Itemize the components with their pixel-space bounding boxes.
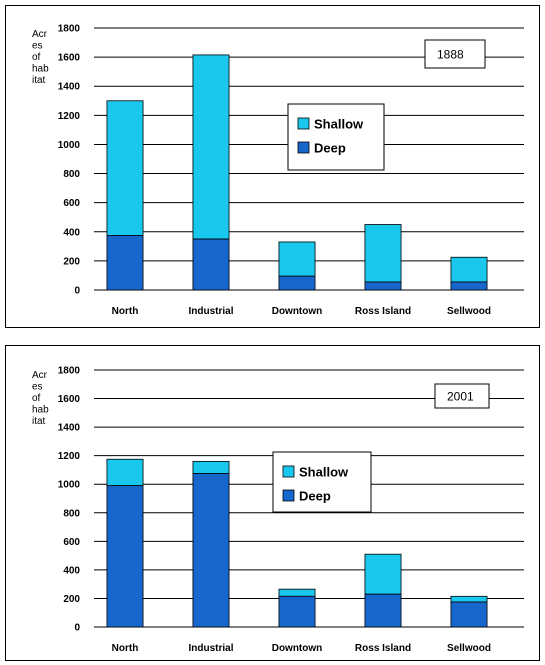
chart2-bar-shallow-industrial <box>192 460 230 474</box>
chart1-ylabel-line: itat <box>32 75 46 86</box>
chart1-bar-shallow-north <box>106 100 144 236</box>
chart2-bar-deep-north <box>106 485 144 628</box>
chart1-legend-label-deep: Deep <box>314 141 346 156</box>
chart2-xtick-label: Industrial <box>188 643 233 654</box>
chart-2001: 0 200 400 600 800 1000 1200 1400 1600 1800 Acresof… <box>32 366 524 654</box>
chart1-ytick-label: 400 <box>63 227 80 238</box>
chart2-year-box <box>434 383 490 409</box>
chart2-ylabel-line: es <box>32 382 43 393</box>
chart1-bar-shallow-ross-island <box>364 224 402 283</box>
chart1-xtick-label: Industrial <box>188 306 233 317</box>
chart2-xtick-label: Sellwood <box>447 643 491 654</box>
chart2-legend-swatch-deep <box>282 489 295 502</box>
chart1-bar-shallow-sellwood <box>450 256 488 283</box>
chart2-bar-deep-downtown <box>278 595 316 628</box>
chart2-bar-shallow-north <box>106 458 144 487</box>
chart2-ylabel-line: of <box>32 393 41 404</box>
chart2-legend-swatch-shallow <box>282 465 295 478</box>
chart1-bar-deep-north <box>106 235 144 291</box>
chart1-ylabel-line: of <box>32 52 41 63</box>
chart1-xtick-label: Downtown <box>272 306 323 317</box>
chart1-ytick-label: 800 <box>63 169 80 180</box>
chart2-legend-label-deep: Deep <box>299 489 331 504</box>
chart1-bar-deep-industrial <box>192 238 230 291</box>
chart2-ytick-label: 200 <box>63 594 80 605</box>
chart2-ytick-label: 0 <box>74 623 80 634</box>
chart2-bar-shallow-downtown <box>278 588 316 597</box>
chart2-ytick-label: 1000 <box>58 480 81 491</box>
chart2-xtick-label: Ross Island <box>355 643 411 654</box>
chart1-ytick-label: 1200 <box>58 111 81 122</box>
chart2-ytick-label: 800 <box>63 508 80 519</box>
chart1-ylabel-line: Acr <box>32 29 48 40</box>
chart2-ylabel-line: itat <box>32 416 46 427</box>
chart1-ytick-label: 1400 <box>58 82 81 93</box>
chart1-bar-deep-downtown <box>278 275 316 291</box>
chart1-ytick-label: 1800 <box>58 24 81 35</box>
chart2-ytick-label: 1200 <box>58 451 81 462</box>
chart1-xtick-label: North <box>112 306 139 317</box>
chart-panel-1888: 0 200 400 600 800 1000 1200 1400 1600 1800 Acr es of… <box>5 5 540 328</box>
chart1-ytick-label: 1600 <box>58 53 81 64</box>
chart2-bar-shallow-ross-island <box>364 553 402 595</box>
chart2-xtick-label: Downtown <box>272 643 323 654</box>
chart1-xtick-label: Sellwood <box>447 306 491 317</box>
chart2-ylabel-line: hab <box>32 405 49 416</box>
chart-1888: 0 200 400 600 800 1000 1200 1400 1600 1800 Acresof… <box>32 24 524 317</box>
chart1-bar-deep-ross-island <box>364 281 402 291</box>
chart2-ytick-label: 1400 <box>58 423 81 434</box>
chart1-legend-swatch-deep <box>297 141 310 154</box>
chart1-ytick-label: 200 <box>63 256 80 267</box>
chart2-xtick-label: North <box>112 643 139 654</box>
chart-panel-2001: 0 200 400 600 800 1000 1200 1400 1600 1800 Acr es of… <box>5 345 540 661</box>
chart1-legend-label-shallow: Shallow <box>314 117 364 132</box>
chart2-ylabel-line: Acr <box>32 370 48 381</box>
chart2-bar-shallow-sellwood <box>450 595 488 603</box>
chart1-xtick-label: Ross Island <box>355 306 411 317</box>
chart2-bar-deep-sellwood <box>450 601 488 628</box>
chart2-legend <box>272 451 372 513</box>
chart1-year-box <box>424 39 486 69</box>
chart1-ylabel-line: hab <box>32 64 49 75</box>
chart1-title: 1888 <box>437 48 464 62</box>
chart1-bar-shallow-downtown <box>278 241 316 277</box>
chart2-ytick-label: 400 <box>63 565 80 576</box>
chart2-bar-deep-industrial <box>192 473 230 628</box>
chart1-ylabel-line: es <box>32 41 43 52</box>
chart1-ytick-label: 1000 <box>58 140 81 151</box>
chart1-legend-swatch-shallow <box>297 117 310 130</box>
chart1-ytick-label: 0 <box>74 286 80 297</box>
chart2-title: 2001 <box>447 390 474 404</box>
chart2-ytick-label: 1600 <box>58 394 81 405</box>
chart2-ytick-label: 1800 <box>58 366 81 377</box>
chart2-legend-label-shallow: Shallow <box>299 465 349 480</box>
chart1-legend <box>287 103 385 171</box>
chart2-bar-deep-ross-island <box>364 593 402 628</box>
chart2-ytick-label: 600 <box>63 537 80 548</box>
chart1-bar-deep-sellwood <box>450 281 488 291</box>
chart1-ytick-label: 600 <box>63 198 80 209</box>
chart1-bar-shallow-industrial <box>192 54 230 240</box>
